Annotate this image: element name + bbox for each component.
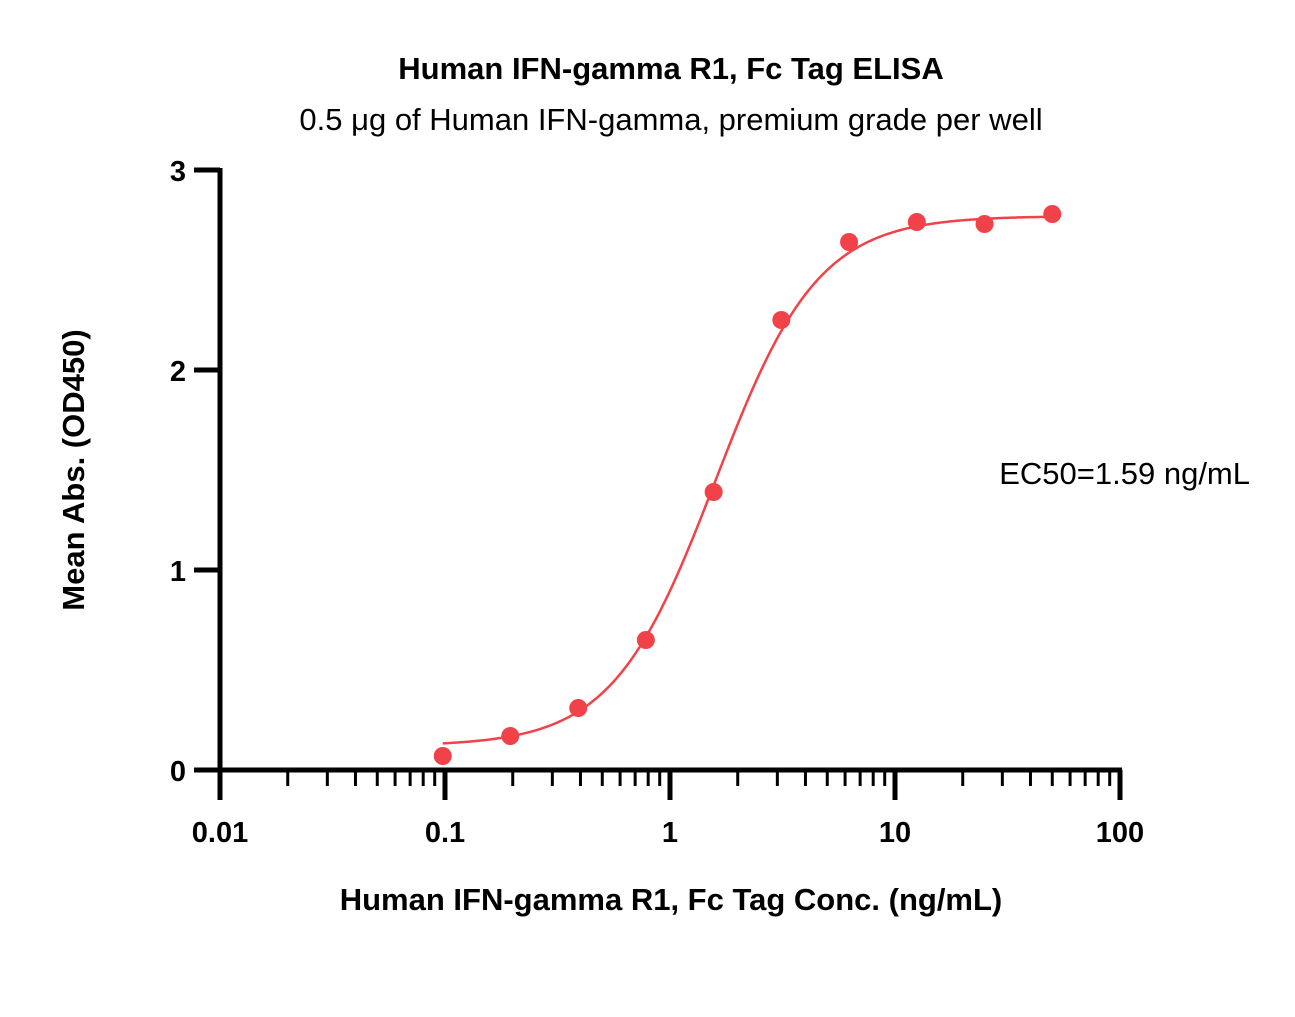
chart-subtitle: 0.5 μg of Human IFN-gamma, premium grade…: [299, 102, 1042, 137]
data-point: [772, 311, 791, 329]
x-tick-label: 0.01: [192, 817, 248, 849]
x-tick-label: 1: [662, 817, 678, 849]
data-point: [907, 213, 926, 231]
x-tick-label: 0.1: [425, 817, 465, 849]
y-tick-label: 0: [170, 756, 186, 788]
y-axis-label: Mean Abs. (OD450): [56, 329, 91, 610]
data-point: [840, 233, 859, 251]
ec50-annotation: EC50=1.59 ng/mL: [999, 456, 1250, 491]
y-ticks: 0 1 2 3: [170, 156, 220, 788]
fit-curve: [442, 215, 1053, 745]
chart-title: Human IFN-gamma R1, Fc Tag ELISA: [398, 51, 943, 86]
data-points: [433, 205, 1062, 765]
y-tick-label: 2: [170, 356, 186, 388]
data-point: [975, 215, 994, 233]
y-tick-label: 3: [170, 156, 186, 188]
x-tick-label: 10: [879, 817, 911, 849]
data-point: [1043, 205, 1062, 223]
x-tick-label: 100: [1096, 817, 1144, 849]
y-tick-label: 1: [170, 556, 186, 588]
x-ticks: 0.01 0.1 1 10 100: [192, 770, 1144, 849]
data-point: [636, 631, 655, 649]
data-point: [501, 727, 520, 745]
data-point: [704, 483, 723, 501]
data-point: [569, 699, 588, 717]
x-axis-label: Human IFN-gamma R1, Fc Tag Conc. (ng/mL): [340, 882, 1003, 917]
fit-layer: [442, 215, 1053, 745]
data-point: [433, 747, 452, 765]
